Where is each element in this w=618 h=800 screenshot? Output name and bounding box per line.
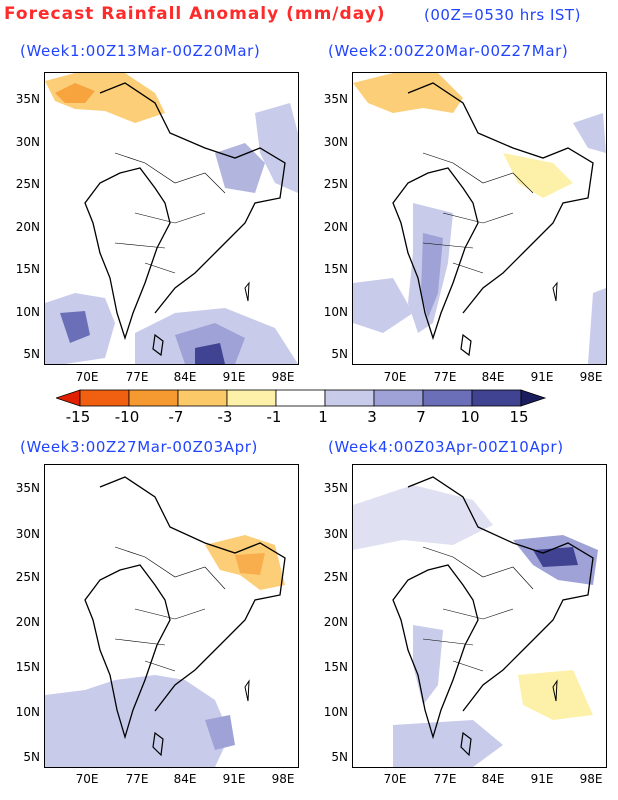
colorbar-segment-7: [373, 389, 424, 407]
p4-lat-5: 5N: [331, 750, 348, 764]
p3-lat-10: 10N: [15, 705, 40, 719]
p3-lat-5: 5N: [23, 750, 40, 764]
p2-lat-30: 30N: [323, 135, 348, 149]
p2-lon-98: 98E: [579, 370, 603, 384]
panel-1-map-svg: [45, 73, 298, 364]
panel-3-map: [44, 464, 299, 768]
p2-lat-5: 5N: [331, 347, 348, 361]
panel-2-title: (Week2:00Z20Mar-00Z27Mar): [328, 42, 569, 60]
colorbar-svg: [54, 389, 547, 407]
p2-lon-91: 91E: [530, 370, 554, 384]
colorbar-segment-5: [275, 389, 326, 407]
panel-2-map: [352, 72, 607, 365]
colorbar-segment-6: [324, 389, 375, 407]
colorbar-segment-1: [79, 389, 130, 407]
p3-lat-15: 15N: [15, 660, 40, 674]
p2-lon-77: 77E: [433, 370, 457, 384]
p4-lat-25: 25N: [323, 570, 348, 584]
p1-lat-35: 35N: [15, 92, 40, 106]
p3-lat-35: 35N: [15, 481, 40, 495]
p1-lat-20: 20N: [15, 220, 40, 234]
p2-lat-35: 35N: [323, 92, 348, 106]
colorbar-segment-4: [226, 389, 277, 407]
colorbar-label-m3: -3: [217, 408, 233, 426]
p4-lat-15: 15N: [323, 660, 348, 674]
colorbar-segment-8: [422, 389, 473, 407]
colorbar-label-m7: -7: [168, 408, 184, 426]
colorbar-label-1: 1: [318, 408, 328, 426]
panel-3-map-svg: [45, 476, 286, 767]
panel-4-title: (Week4:00Z03Apr-00Z10Apr): [328, 438, 564, 456]
colorbar-label-m10: -10: [114, 408, 140, 426]
panel-2-map-svg: [353, 73, 606, 364]
p3-lon-84: 84E: [173, 772, 197, 786]
figure-subtitle: (00Z=0530 hrs IST): [424, 6, 581, 24]
colorbar: -15 -10 -7 -3 -1 1 3 7 10 15: [54, 388, 602, 432]
p1-lon-91: 91E: [222, 370, 246, 384]
colorbar-label-10: 10: [460, 408, 480, 426]
panel-1-title: (Week1:00Z13Mar-00Z20Mar): [20, 42, 261, 60]
p1-lon-98: 98E: [271, 370, 295, 384]
p4-lon-84: 84E: [481, 772, 505, 786]
p2-lat-10: 10N: [323, 305, 348, 319]
p3-lat-20: 20N: [15, 615, 40, 629]
figure-title: Forecast Rainfall Anomaly (mm/day): [4, 4, 386, 24]
p4-lat-10: 10N: [323, 705, 348, 719]
p3-lon-70: 70E: [75, 772, 99, 786]
colorbar-label-7: 7: [416, 408, 426, 426]
p4-lon-77: 77E: [433, 772, 457, 786]
p3-lat-30: 30N: [15, 527, 40, 541]
p1-lat-30: 30N: [15, 135, 40, 149]
colorbar-segment-0: [54, 389, 81, 407]
p1-lon-70: 70E: [75, 370, 99, 384]
colorbar-segment-3: [177, 389, 228, 407]
p3-lat-25: 25N: [15, 570, 40, 584]
p2-lon-84: 84E: [481, 370, 505, 384]
p4-lon-70: 70E: [383, 772, 407, 786]
p3-lon-98: 98E: [271, 772, 295, 786]
p2-lat-25: 25N: [323, 177, 348, 191]
colorbar-label-m15: -15: [65, 408, 91, 426]
panel-1-map: [44, 72, 299, 365]
colorbar-label-3: 3: [367, 408, 377, 426]
p2-lat-20: 20N: [323, 220, 348, 234]
colorbar-segment-10: [520, 389, 547, 407]
p1-lat-5: 5N: [23, 347, 40, 361]
panel-4-map-svg: [353, 476, 598, 767]
p1-lat-15: 15N: [15, 262, 40, 276]
p2-lon-70: 70E: [383, 370, 407, 384]
p2-lat-15: 15N: [323, 262, 348, 276]
p4-lon-91: 91E: [530, 772, 554, 786]
colorbar-label-m1: -1: [266, 408, 282, 426]
p1-lon-77: 77E: [125, 370, 149, 384]
panel-4-map: [352, 464, 607, 768]
panel-3-title: (Week3:00Z27Mar-00Z03Apr): [20, 438, 259, 456]
p4-lat-35: 35N: [323, 481, 348, 495]
colorbar-label-15: 15: [509, 408, 529, 426]
p4-lon-98: 98E: [579, 772, 603, 786]
p3-lon-91: 91E: [222, 772, 246, 786]
colorbar-segment-2: [128, 389, 179, 407]
p1-lat-10: 10N: [15, 305, 40, 319]
p3-lon-77: 77E: [125, 772, 149, 786]
p1-lat-25: 25N: [15, 177, 40, 191]
colorbar-segment-9: [471, 389, 522, 407]
p4-lat-20: 20N: [323, 615, 348, 629]
p1-lon-84: 84E: [173, 370, 197, 384]
p4-lat-30: 30N: [323, 527, 348, 541]
